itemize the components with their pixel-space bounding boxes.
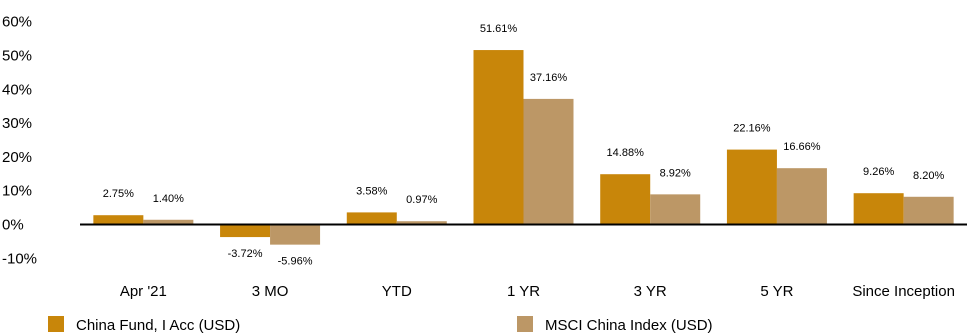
data-label-china-fund-ytd: 3.58%	[356, 185, 387, 197]
y-tick-label-10: -10%	[2, 250, 37, 267]
x-tick-label-1-yr: 1 YR	[507, 283, 540, 300]
legend-swatch-msci-china	[517, 316, 533, 332]
x-tick-label-since-inception: Since Inception	[852, 283, 955, 300]
data-labels: 2.75% 1.40% -3.72% -5.96% 3.58% 0.97% 51.61% 37…	[103, 23, 945, 268]
bar-china-fund-1-yr	[473, 50, 524, 225]
bar-china-fund-3-mo	[220, 224, 271, 238]
x-tick-label-3-mo: 3 MO	[252, 283, 289, 300]
bar-china-fund-ytd	[346, 212, 397, 225]
data-label-china-fund-apr-21: 2.75%	[103, 188, 134, 200]
bar-china-fund-since-inception	[853, 193, 904, 225]
bar-msci-china-3-yr	[650, 194, 701, 225]
bar-msci-china-apr-21	[143, 219, 194, 225]
legend-label-msci-china: MSCI China Index (USD)	[545, 317, 713, 334]
data-label-msci-china-since-inception: 8.20%	[913, 170, 944, 182]
data-label-china-fund-3-yr: 14.88%	[607, 147, 645, 159]
x-axis: Apr '21 3 MO YTD 1 YR 3 YR 5 YR Since Inceptio…	[120, 283, 955, 300]
legend-swatch-china-fund	[48, 316, 64, 332]
data-label-msci-china-ytd: 0.97%	[406, 194, 437, 206]
data-label-msci-china-1-yr: 37.16%	[530, 72, 568, 84]
bar-msci-china-5-yr	[776, 168, 827, 225]
y-tick-label-30: 30%	[2, 115, 32, 132]
legend-label-china-fund: China Fund, I Acc (USD)	[76, 317, 240, 334]
data-label-msci-china-5-yr: 16.66%	[783, 141, 821, 153]
data-label-china-fund-1-yr: 51.61%	[480, 23, 518, 35]
y-tick-label-50: 50%	[2, 48, 32, 65]
y-tick-label-60: 60%	[2, 14, 32, 31]
data-label-msci-china-3-mo: -5.96%	[278, 256, 313, 268]
bar-china-fund-5-yr	[726, 149, 777, 225]
data-label-msci-china-3-yr: 8.92%	[660, 167, 691, 179]
bar-msci-china-1-yr	[523, 98, 574, 225]
bars	[93, 50, 954, 245]
x-tick-label-ytd: YTD	[382, 283, 412, 300]
bar-msci-china-ytd	[396, 221, 447, 225]
bar-msci-china-since-inception	[903, 196, 954, 225]
x-tick-label-5-yr: 5 YR	[760, 283, 793, 300]
x-tick-label-3-yr: 3 YR	[634, 283, 667, 300]
y-tick-label-20: 20%	[2, 149, 32, 166]
legend: China Fund, I Acc (USD) MSCI China Index…	[48, 316, 713, 334]
data-label-china-fund-5-yr: 22.16%	[733, 123, 771, 135]
data-label-china-fund-3-mo: -3.72%	[228, 248, 263, 260]
bar-china-fund-3-yr	[600, 174, 651, 225]
data-label-msci-china-apr-21: 1.40%	[153, 193, 184, 205]
y-axis: 60% 50% 40% 30% 20% 10% 0% -10%	[2, 14, 37, 268]
bar-msci-china-3-mo	[270, 224, 321, 245]
bar-china-fund-apr-21	[93, 215, 144, 225]
x-tick-label-apr-21: Apr '21	[120, 283, 167, 300]
data-label-china-fund-since-inception: 9.26%	[863, 166, 894, 178]
y-tick-label-0: 0%	[2, 217, 24, 234]
y-tick-label-40: 40%	[2, 81, 32, 98]
y-tick-label-10: 10%	[2, 183, 32, 200]
